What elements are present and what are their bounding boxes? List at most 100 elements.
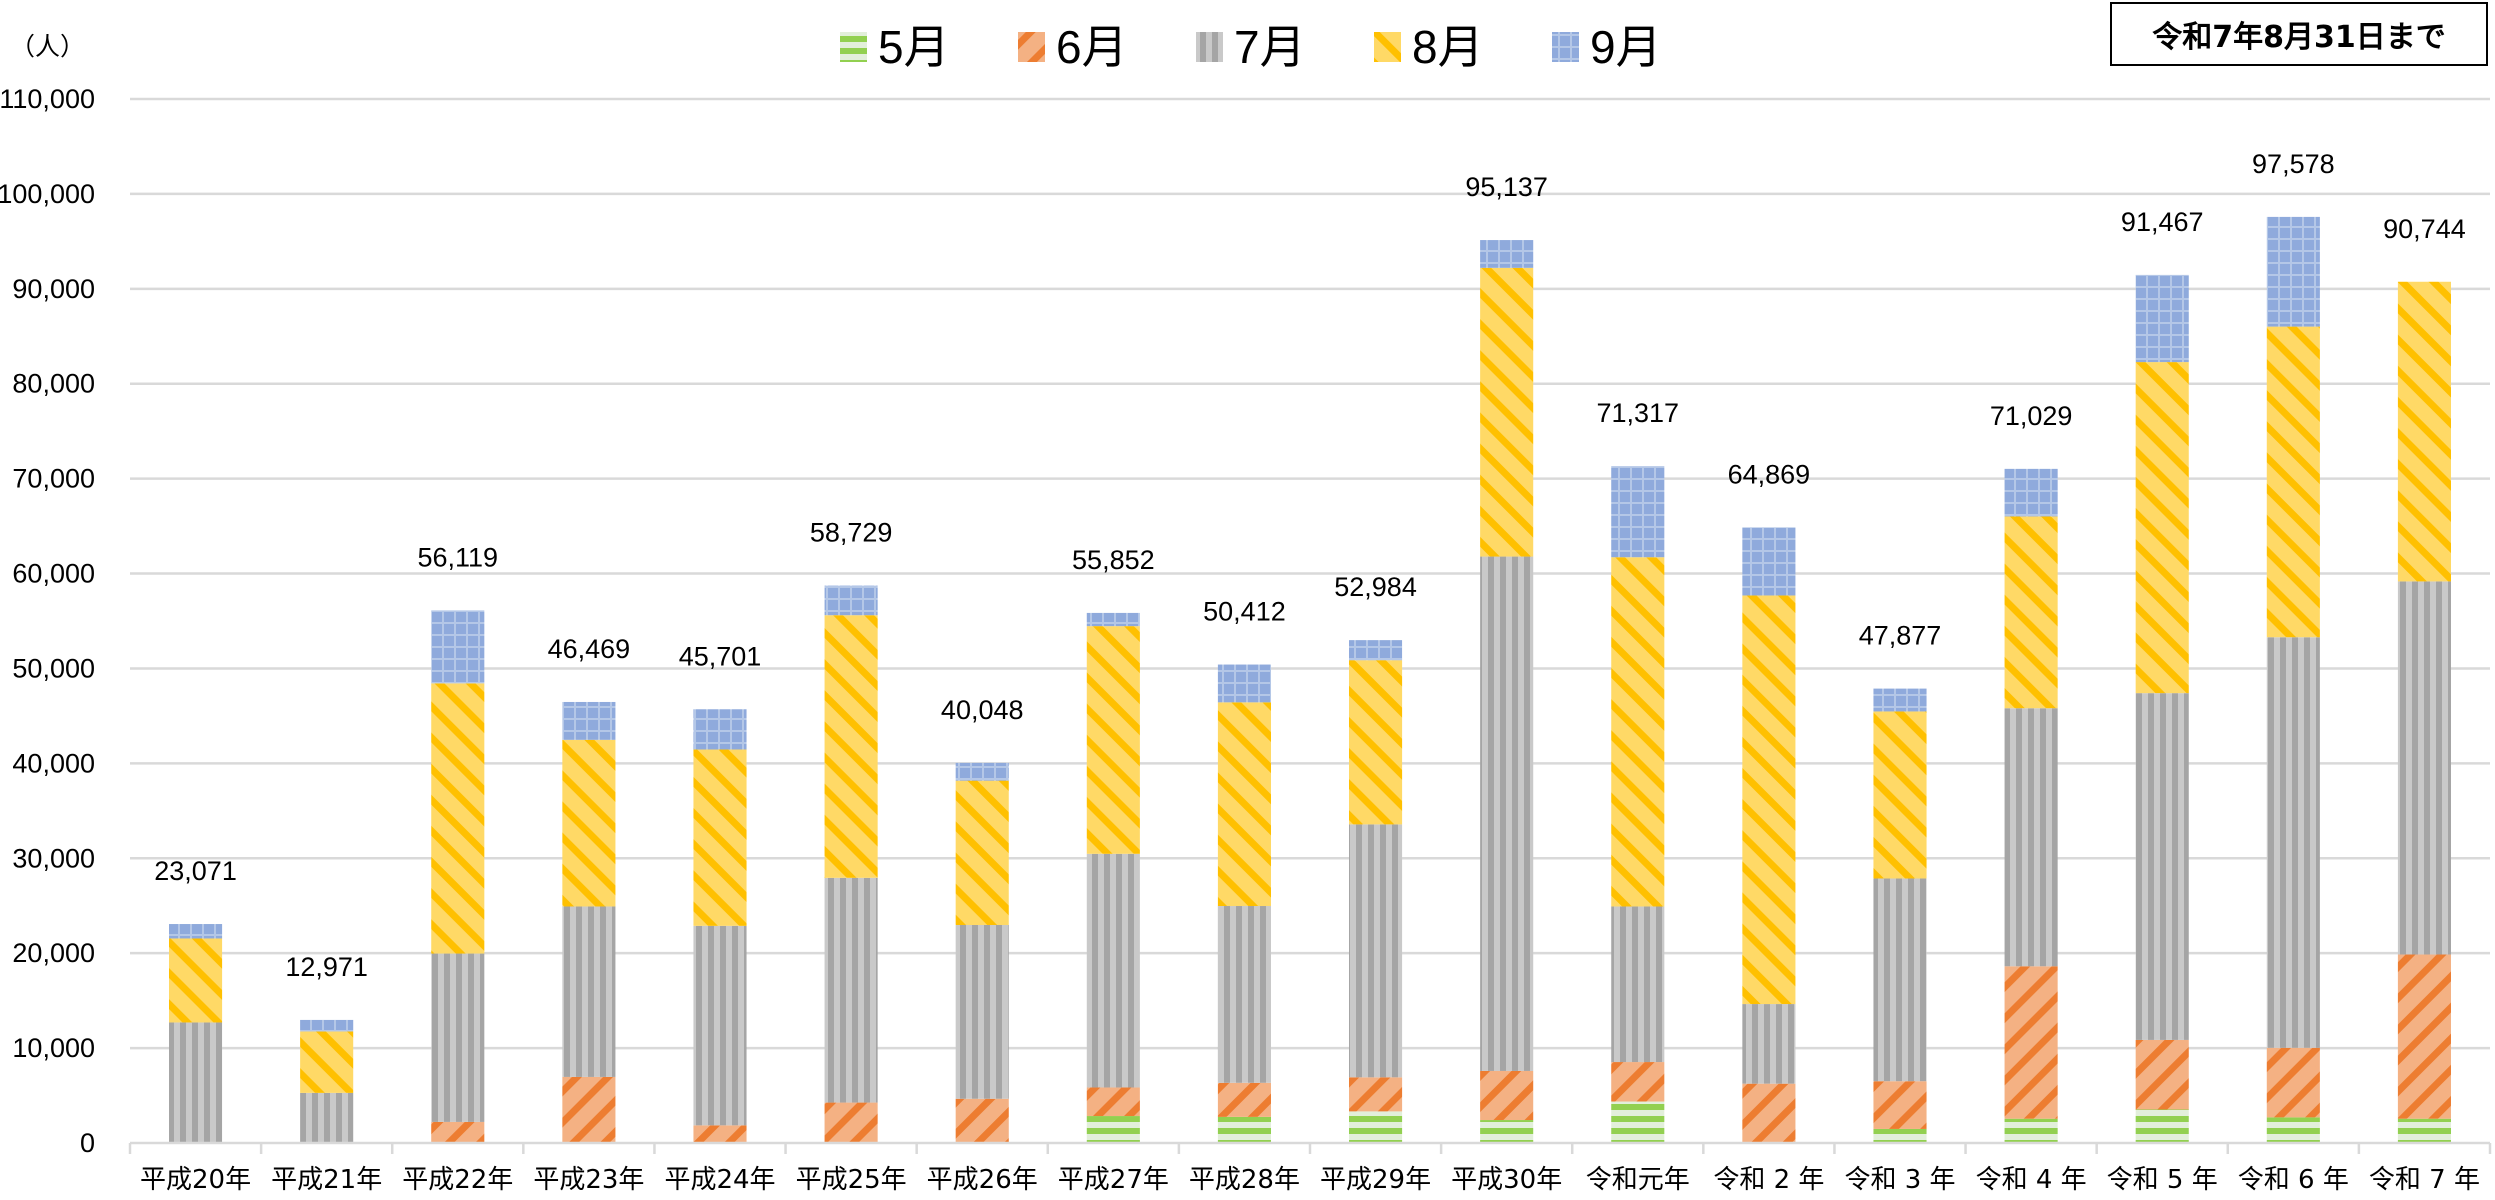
total-data-label: 50,412 (1203, 597, 1286, 627)
bar-segment-6月 (1611, 1062, 1665, 1102)
total-data-label: 95,137 (1465, 172, 1548, 202)
total-data-label: 58,729 (810, 518, 893, 548)
bar-segment-7月 (1742, 1004, 1796, 1084)
legend: 5月 6月 7月 8月 9月 (840, 21, 1662, 73)
bar-segment-9月 (693, 709, 747, 750)
bar-segment-6月 (1480, 1070, 1534, 1121)
bar-segment-6月 (562, 1076, 616, 1143)
total-data-label: 71,317 (1596, 398, 1679, 428)
total-data-label: 55,852 (1072, 545, 1155, 575)
bar-segment-7月 (955, 924, 1009, 1099)
legend-label: 9月 (1590, 21, 1662, 73)
total-data-label: 56,119 (417, 542, 498, 572)
y-axis-ticks: 0 10,000 20,000 30,000 40,000 50,000 60,000 70,… (0, 84, 95, 1158)
bar-segment-5月 (1480, 1120, 1534, 1143)
y-tick-label: 60,000 (12, 559, 95, 589)
bar-segment-8月 (1217, 702, 1271, 907)
legend-label: 6月 (1056, 21, 1128, 73)
y-tick-label: 90,000 (12, 274, 95, 304)
y-tick-label: 10,000 (12, 1033, 95, 1063)
legend-swatch-7月 (1196, 32, 1223, 62)
bar-segment-6月 (2266, 1047, 2320, 1118)
x-tick-label: 平成25年 (796, 1165, 907, 1195)
bar-segment-5月 (2135, 1109, 2189, 1143)
y-tick-label: 110,000 (0, 84, 95, 114)
bar-segment-9月 (2135, 274, 2189, 363)
bar-segment-9月 (1086, 612, 1140, 627)
y-tick-label: 30,000 (12, 843, 95, 873)
bar-segment-5月 (1086, 1116, 1140, 1143)
bar-segment-5月 (1611, 1101, 1665, 1143)
bar-segment-8月 (1086, 626, 1140, 854)
x-tick-label: 平成22年 (402, 1165, 513, 1195)
total-data-label: 23,071 (154, 856, 237, 886)
x-tick-label: 平成29年 (1320, 1165, 1431, 1195)
bar-segment-6月 (824, 1102, 878, 1143)
x-tick-label: 平成27年 (1058, 1165, 1169, 1195)
legend-swatch-8月 (1374, 32, 1401, 62)
bar-segment-7月 (431, 953, 485, 1122)
y-tick-label: 70,000 (12, 464, 95, 494)
bar-segment-9月 (1480, 240, 1534, 268)
y-tick-label: 50,000 (12, 653, 95, 683)
bar-segment-7月 (169, 1022, 223, 1143)
bar-segment-9月 (1217, 664, 1271, 703)
bar-segment-8月 (431, 683, 485, 954)
total-data-label: 46,469 (548, 634, 631, 664)
y-tick-label: 0 (80, 1128, 95, 1158)
bar-segment-6月 (1873, 1081, 1927, 1129)
bar-segment-6月 (693, 1125, 747, 1143)
bar-segment-9月 (562, 701, 616, 740)
x-tick-label: 令和 5 年 (2107, 1165, 2218, 1195)
x-tick-label: 平成28年 (1189, 1165, 1300, 1195)
x-tick-label: 平成23年 (533, 1165, 644, 1195)
x-tick-label: 平成20年 (140, 1165, 251, 1195)
x-tick-label: 令和 7 年 (2369, 1165, 2480, 1195)
bar-segment-7月 (1611, 906, 1665, 1063)
bar-segment-9月 (300, 1019, 354, 1032)
bar-segment-7月 (562, 906, 616, 1077)
bar-segment-9月 (1873, 688, 1927, 712)
x-tick-label: 平成26年 (927, 1165, 1038, 1195)
bar-segment-9月 (431, 610, 485, 684)
x-tick-label: 平成24年 (664, 1165, 775, 1195)
total-data-label: 12,971 (285, 952, 368, 982)
x-tick-label: 令和 3 年 (1844, 1165, 1955, 1195)
bar-segment-7月 (1217, 906, 1271, 1083)
bar-segment-6月 (1742, 1083, 1796, 1143)
x-tick-label: 令和 2 年 (1713, 1165, 1824, 1195)
bar-segment-5月 (1217, 1116, 1271, 1143)
bar-segment-6月 (2397, 954, 2451, 1119)
legend-swatch-9月 (1552, 32, 1579, 62)
bar-segment-7月 (1480, 556, 1534, 1071)
bar-segment-8月 (1742, 595, 1796, 1005)
bar-segment-8月 (1873, 711, 1927, 879)
bars (169, 216, 2451, 1143)
bar-segment-6月 (955, 1098, 1009, 1143)
x-tick-label: 平成30年 (1451, 1165, 1562, 1195)
bar-segment-6月 (431, 1121, 485, 1143)
bar-segment-8月 (2266, 326, 2320, 638)
bar-segment-8月 (2135, 362, 2189, 694)
bar-segment-8月 (300, 1031, 354, 1093)
bar-segment-8月 (169, 938, 223, 1023)
bar-segment-6月 (1086, 1087, 1140, 1117)
bar-segment-6月 (2135, 1039, 2189, 1110)
total-data-label: 91,467 (2121, 207, 2204, 237)
bar-segment-5月 (1349, 1111, 1403, 1143)
total-data-label: 47,877 (1859, 621, 1942, 651)
bar-segment-9月 (1349, 640, 1403, 661)
bar-segment-7月 (1873, 878, 1927, 1082)
total-data-label: 40,048 (941, 695, 1024, 725)
bar-segment-7月 (693, 925, 747, 1126)
legend-label: 7月 (1234, 21, 1306, 73)
x-tick-label: 平成21年 (271, 1165, 382, 1195)
x-tick-label: 令和 4 年 (1976, 1165, 2087, 1195)
y-tick-label: 20,000 (12, 938, 95, 968)
bar-segment-9月 (1742, 527, 1796, 596)
y-tick-label: 100,000 (0, 179, 95, 209)
bar-segment-5月 (2004, 1118, 2058, 1143)
bar-segment-7月 (2135, 693, 2189, 1040)
bar-segment-9月 (955, 762, 1009, 781)
total-data-label: 90,744 (2383, 214, 2466, 244)
